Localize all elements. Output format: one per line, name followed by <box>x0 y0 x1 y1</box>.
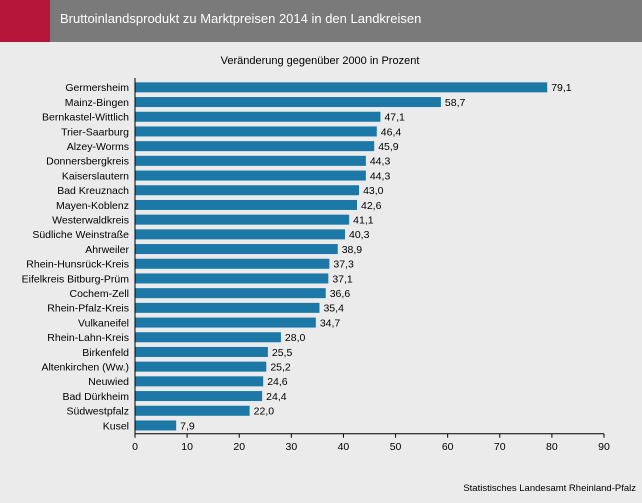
bar <box>135 346 268 357</box>
category-label: Bad Kreuznach <box>57 185 129 197</box>
category-label: Rhein-Hunsrück-Kreis <box>26 259 129 271</box>
data-label: 35,4 <box>323 303 344 315</box>
bar <box>135 273 329 284</box>
category-label: Donnersbergkreis <box>46 156 129 168</box>
bar <box>135 97 441 108</box>
category-label: Südliche Weinstraße <box>32 229 129 241</box>
data-label: 40,3 <box>349 229 370 241</box>
bar <box>135 126 377 137</box>
bar <box>135 214 350 225</box>
chart-subtitle: Veränderung gegenüber 2000 in Prozent <box>221 55 420 67</box>
data-label: 43,0 <box>363 185 384 197</box>
bar <box>135 155 366 166</box>
data-label: 24,6 <box>267 376 288 388</box>
bar <box>135 185 360 196</box>
data-label: 47,1 <box>384 112 405 124</box>
x-tick-label: 0 <box>132 441 138 453</box>
x-tick-label: 40 <box>338 441 350 453</box>
bar <box>135 391 263 402</box>
data-label: 28,0 <box>285 332 306 344</box>
bar <box>135 229 346 240</box>
bar <box>135 288 326 299</box>
x-tick-label: 10 <box>181 441 193 453</box>
source-note: Statistisches Landesamt Rheinland-Pfalz <box>463 483 636 494</box>
bar <box>135 332 281 343</box>
x-tick-label: 90 <box>598 441 610 453</box>
bar <box>135 302 320 313</box>
bar <box>135 244 338 255</box>
x-tick-label: 20 <box>233 441 245 453</box>
x-tick-label: 80 <box>546 441 558 453</box>
category-label: Trier-Saarburg <box>61 126 129 138</box>
category-label: Eifelkreis Bitburg-Prüm <box>22 273 130 285</box>
data-label: 58,7 <box>445 97 466 109</box>
category-label: Alzey-Worms <box>67 141 129 153</box>
category-label: Mayen-Koblenz <box>56 200 129 212</box>
category-label: Südwestpfalz <box>67 406 129 418</box>
data-label: 7,9 <box>180 420 195 432</box>
data-label: 42,6 <box>361 200 382 212</box>
x-tick-label: 60 <box>442 441 454 453</box>
bars-layer: Germersheim 79,1 Mainz-Bingen 58,7 Bernkaste… <box>22 82 572 432</box>
x-tick-label: 70 <box>494 441 506 453</box>
bar <box>135 420 177 431</box>
data-label: 37,1 <box>332 273 353 285</box>
category-label: Neuwied <box>88 376 129 388</box>
data-label: 34,7 <box>320 317 341 329</box>
category-label: Cochem-Zell <box>69 288 129 300</box>
data-label: 45,9 <box>378 141 399 153</box>
category-label: Vulkaneifel <box>78 317 129 329</box>
bar <box>135 82 548 93</box>
category-label: Birkenfeld <box>82 347 129 359</box>
category-label: Westerwaldkreis <box>52 214 129 226</box>
bar <box>135 258 330 269</box>
category-label: Kusel <box>103 420 129 432</box>
bar <box>135 111 381 122</box>
data-label: 38,9 <box>342 244 363 256</box>
category-label: Bernkastel-Wittlich <box>42 112 129 124</box>
category-label: Altenkirchen (Ww.) <box>41 361 129 373</box>
x-tick-label: 50 <box>390 441 402 453</box>
page-title: Bruttoinlandsprodukt zu Marktpreisen 201… <box>50 0 642 42</box>
category-label: Mainz-Bingen <box>65 97 129 109</box>
category-label: Rhein-Lahn-Kreis <box>47 332 129 344</box>
category-label: Ahrweiler <box>85 244 129 256</box>
data-label: 22,0 <box>254 406 275 418</box>
data-label: 24,4 <box>266 391 287 403</box>
data-label: 25,2 <box>270 361 291 373</box>
bar <box>135 170 366 181</box>
header-accent <box>0 0 50 42</box>
x-tick-label: 30 <box>285 441 297 453</box>
bar <box>135 317 316 328</box>
data-label: 25,5 <box>272 347 293 359</box>
data-label: 44,3 <box>370 156 391 168</box>
bar <box>135 376 264 387</box>
x-axis: 0 10 20 30 40 50 60 70 80 90 <box>132 78 610 453</box>
bar <box>135 361 267 372</box>
bar <box>135 405 250 416</box>
bar <box>135 199 357 210</box>
bar-chart: Veränderung gegenüber 2000 in Prozent Ge… <box>22 55 610 453</box>
data-label: 79,1 <box>551 82 572 94</box>
category-label: Kaiserslautern <box>62 170 129 182</box>
chart: Veränderung gegenüber 2000 in Prozent Ge… <box>0 42 642 498</box>
category-label: Germersheim <box>65 82 129 94</box>
bar <box>135 141 375 152</box>
data-label: 37,3 <box>333 259 354 271</box>
data-label: 41,1 <box>353 214 374 226</box>
data-label: 46,4 <box>381 126 402 138</box>
category-label: Bad Dürkheim <box>62 391 129 403</box>
category-label: Rhein-Pfalz-Kreis <box>47 303 129 315</box>
data-label: 44,3 <box>370 170 391 182</box>
data-label: 36,6 <box>330 288 351 300</box>
header: Bruttoinlandsprodukt zu Marktpreisen 201… <box>0 0 642 42</box>
